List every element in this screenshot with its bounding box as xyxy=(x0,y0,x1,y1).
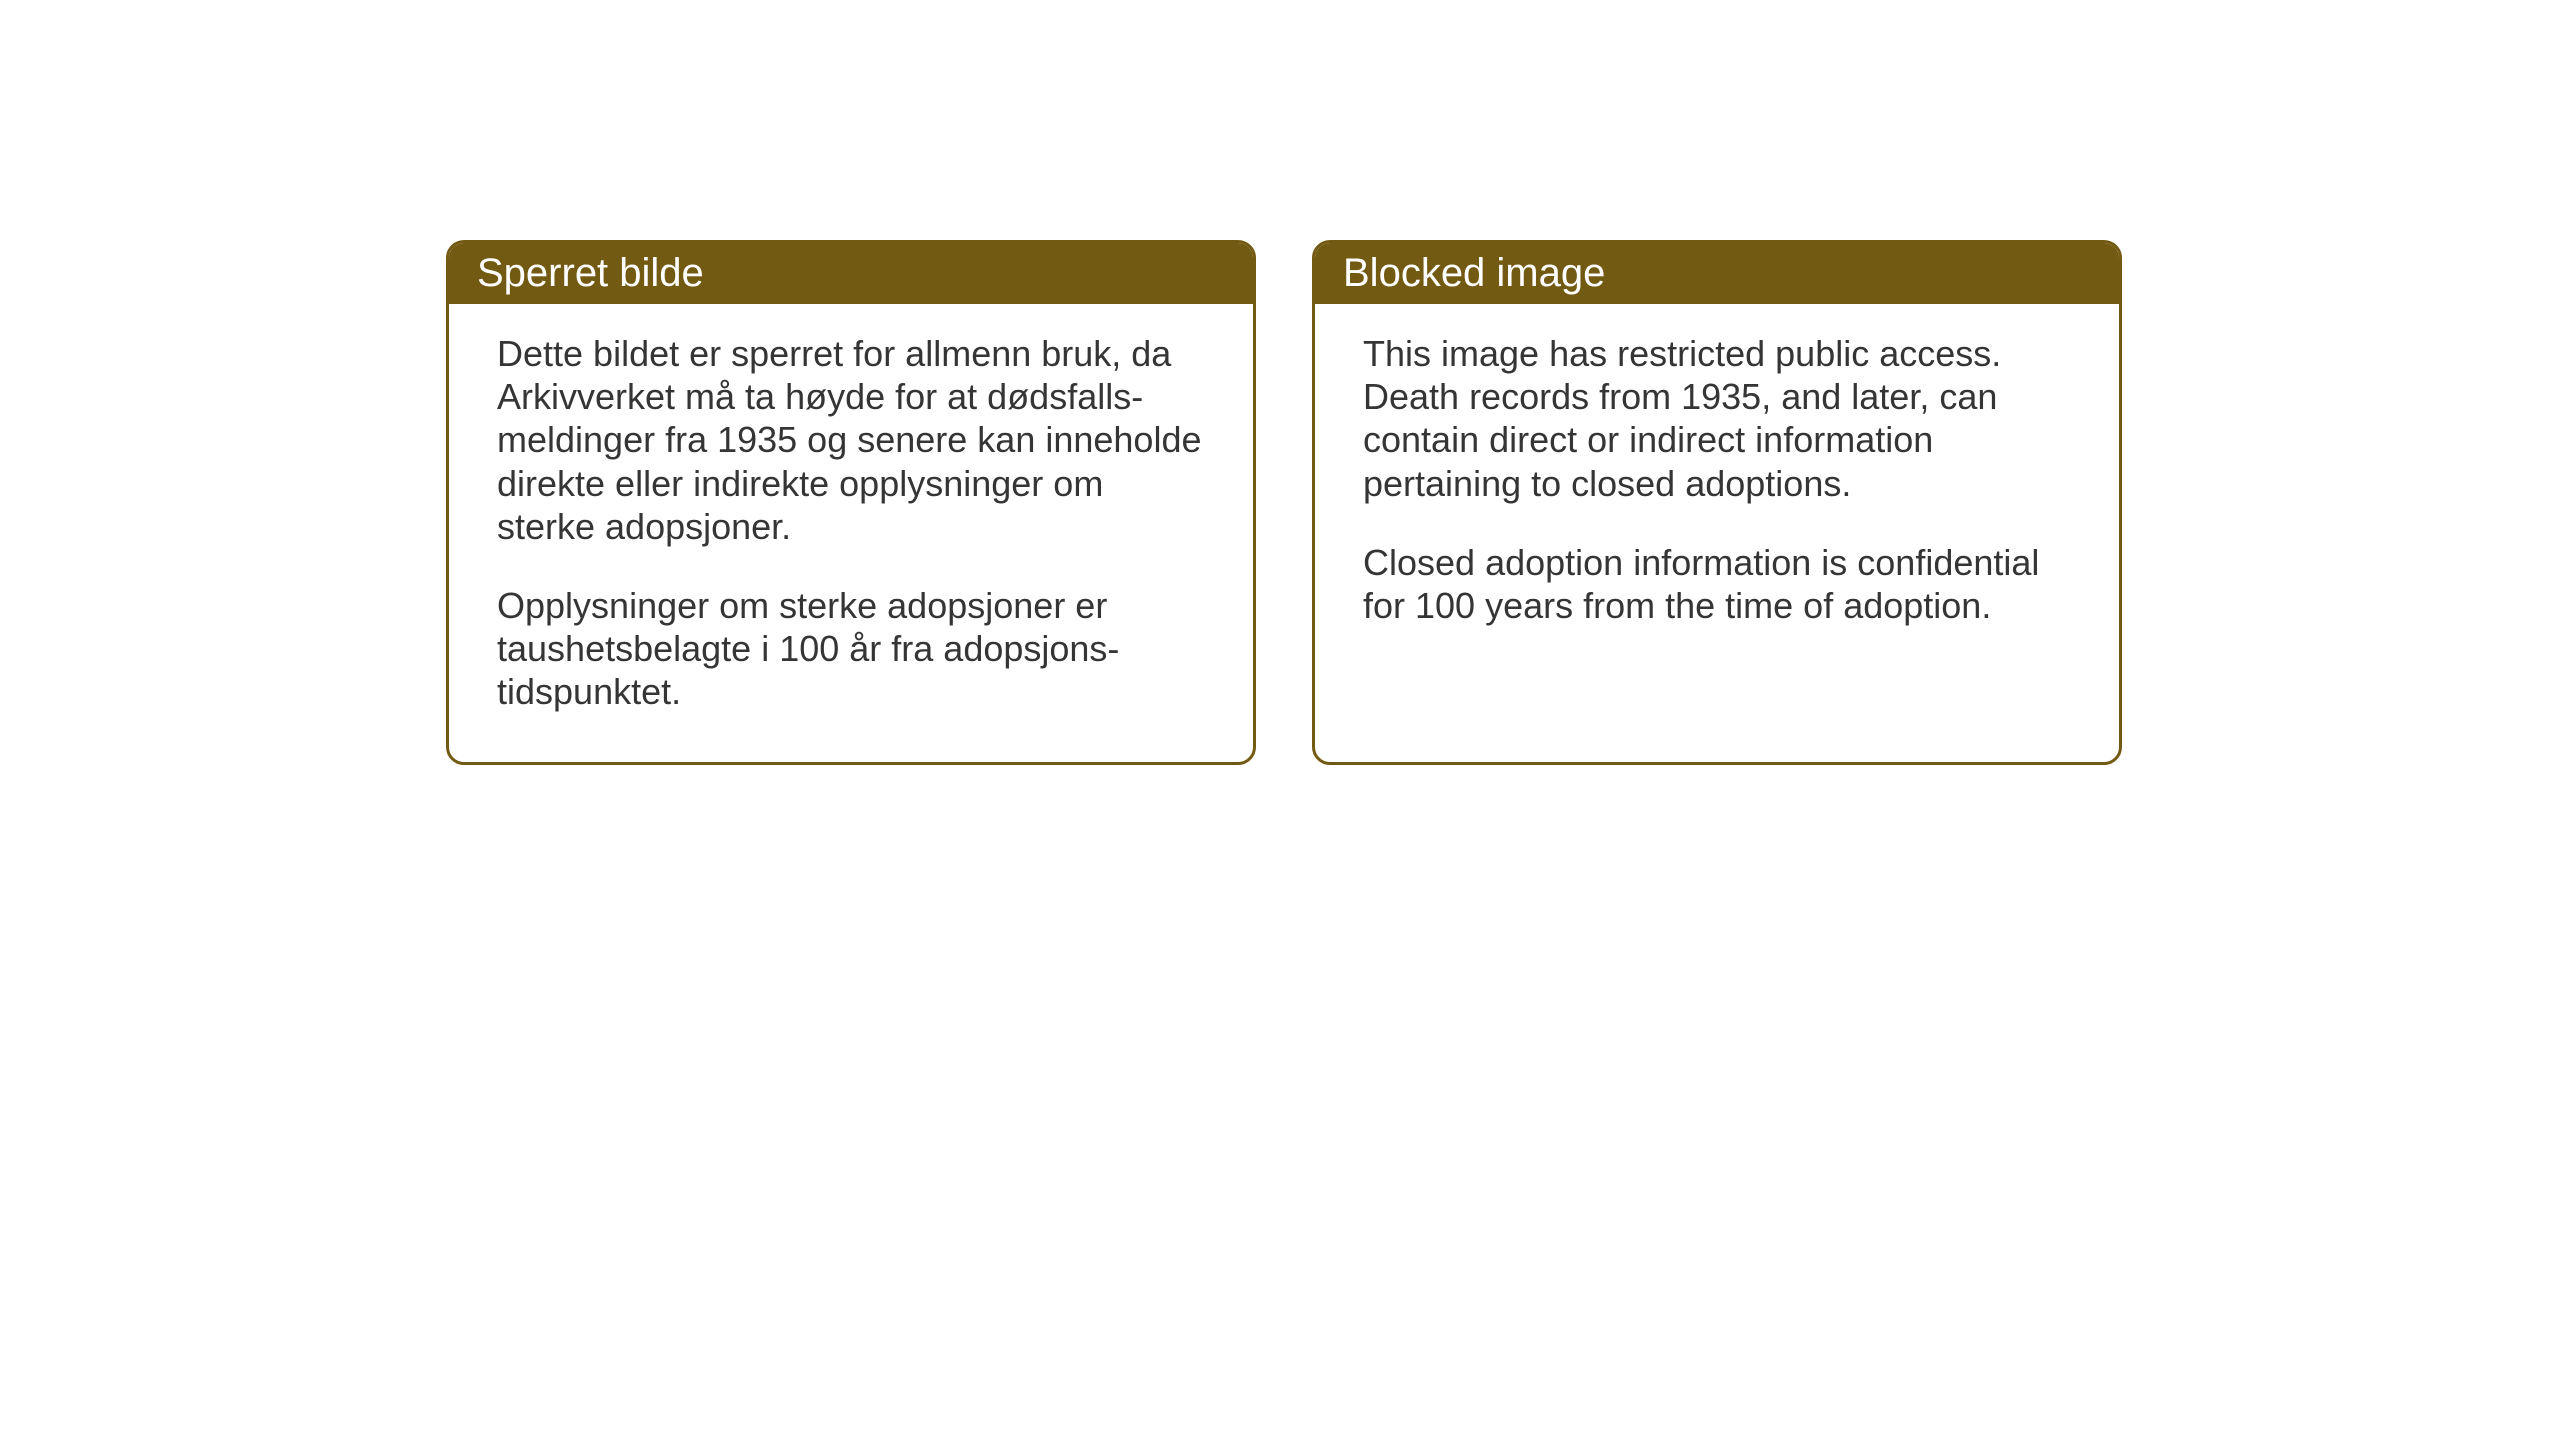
card-title-norwegian: Sperret bilde xyxy=(477,251,704,295)
card-paragraph2-norwegian: Opplysninger om sterke adopsjoner er tau… xyxy=(497,584,1205,714)
card-header-english: Blocked image xyxy=(1315,243,2119,304)
notice-card-norwegian: Sperret bilde Dette bildet er sperret fo… xyxy=(446,240,1256,765)
card-paragraph1-norwegian: Dette bildet er sperret for allmenn bruk… xyxy=(497,332,1205,548)
card-paragraph1-english: This image has restricted public access.… xyxy=(1363,332,2071,505)
card-title-english: Blocked image xyxy=(1343,251,1605,295)
notice-container: Sperret bilde Dette bildet er sperret fo… xyxy=(446,240,2122,765)
card-header-norwegian: Sperret bilde xyxy=(449,243,1253,304)
card-body-norwegian: Dette bildet er sperret for allmenn bruk… xyxy=(449,304,1253,762)
card-paragraph2-english: Closed adoption information is confident… xyxy=(1363,541,2071,627)
card-body-english: This image has restricted public access.… xyxy=(1315,304,2119,675)
notice-card-english: Blocked image This image has restricted … xyxy=(1312,240,2122,765)
